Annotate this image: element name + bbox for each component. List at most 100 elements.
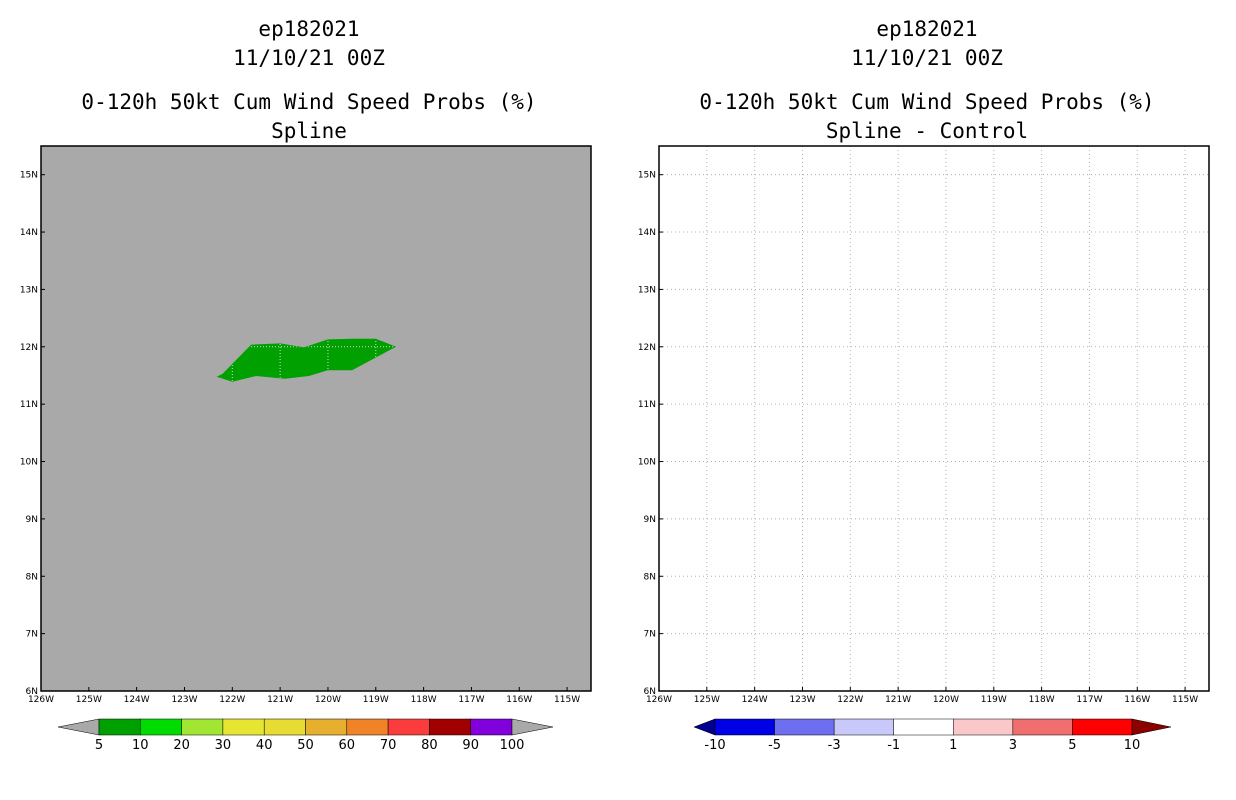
y-tick-label: 9N xyxy=(644,515,656,525)
colorbar-swatch xyxy=(222,718,265,736)
colorbar-swatch xyxy=(346,718,389,736)
colorbar-label: 10 xyxy=(132,738,149,753)
left-title-product: 0-120h 50kt Cum Wind Speed Probs (%) xyxy=(81,90,537,114)
colorbar-label: -5 xyxy=(768,738,781,753)
colorbar-low-arrow xyxy=(57,718,100,736)
prob-region-5-10 xyxy=(216,338,397,382)
colorbar-swatch xyxy=(953,718,1014,736)
colorbar-swatch xyxy=(429,718,471,736)
x-tick-label: 123W xyxy=(171,695,197,705)
colorbar-label: 10 xyxy=(1124,738,1141,753)
x-tick-label: 124W xyxy=(124,695,150,705)
colorbar-label: 50 xyxy=(297,738,314,753)
x-tick-label: 122W xyxy=(219,695,245,705)
y-tick-label: 10N xyxy=(638,458,656,468)
plot-background xyxy=(41,146,591,691)
y-tick-label: 11N xyxy=(638,400,656,410)
right-title-product: 0-120h 50kt Cum Wind Speed Probs (%) xyxy=(699,90,1155,114)
right-title-subtitle: Spline - Control xyxy=(825,119,1029,143)
colorbar-label: 40 xyxy=(256,738,273,753)
colorbar-swatch xyxy=(181,718,224,736)
right-title-date: 11/10/21 00Z xyxy=(851,46,1003,70)
colorbar-label: -10 xyxy=(704,738,725,753)
y-tick-label: 13N xyxy=(20,285,38,295)
colorbar-high-arrow xyxy=(1131,718,1172,736)
y-tick-label: 15N xyxy=(20,171,38,181)
y-tick-label: 14N xyxy=(20,228,38,238)
x-tick-label: 121W xyxy=(267,695,293,705)
right-title-storm: ep182021 xyxy=(876,17,978,41)
x-tick-label: 120W xyxy=(315,695,341,705)
x-tick-label: 121W xyxy=(885,695,911,705)
x-tick-label: 124W xyxy=(742,695,768,705)
x-tick-label: 115W xyxy=(554,695,580,705)
y-tick-label: 8N xyxy=(644,572,656,582)
colorbar-high-arrow xyxy=(511,718,554,736)
x-tick-label: 117W xyxy=(458,695,484,705)
y-tick-label: 14N xyxy=(638,228,656,238)
y-tick-label: 6N xyxy=(26,687,38,697)
left-chart: 126W 125W 124W 123W 122W 121W 120W 119W 118W 117W… xyxy=(20,145,592,753)
colorbar-swatch xyxy=(98,718,141,736)
colorbar-swatch xyxy=(1072,718,1133,736)
colorbar-swatch xyxy=(140,718,182,736)
x-tick-label: 118W xyxy=(411,695,437,705)
colorbar-swatch xyxy=(893,718,954,736)
colorbar-label: 80 xyxy=(421,738,438,753)
colorbar-label: 60 xyxy=(339,738,356,753)
colorbar-swatch xyxy=(470,718,513,736)
y-tick-label: 7N xyxy=(644,630,656,640)
colorbar-label: 5 xyxy=(95,738,103,753)
colorbar-swatch xyxy=(263,718,306,736)
colorbar-swatch xyxy=(774,718,835,736)
colorbar-label: 1 xyxy=(949,738,957,753)
y-tick-label: 6N xyxy=(644,687,656,697)
left-title-storm: ep182021 xyxy=(258,17,360,41)
colorbar-label: 20 xyxy=(173,738,190,753)
plot-frame xyxy=(40,145,592,692)
colorbar-label: 3 xyxy=(1009,738,1017,753)
y-tick-label: 7N xyxy=(26,630,38,640)
plot-background xyxy=(659,146,1209,691)
colorbar-label: -1 xyxy=(887,738,900,753)
colorbar-label: -3 xyxy=(828,738,841,753)
x-tick-label: 125W xyxy=(694,695,720,705)
y-tick-label: 12N xyxy=(638,343,656,353)
right-chart: 126W 125W 124W 123W 122W 121W 120W 119W 118W 117W… xyxy=(638,145,1210,753)
x-tick-label: 116W xyxy=(1124,695,1150,705)
x-tick-label: 115W xyxy=(1172,695,1198,705)
colorbar-label: 90 xyxy=(462,738,479,753)
colorbar-label: 70 xyxy=(380,738,397,753)
colorbar-low-arrow xyxy=(693,718,716,736)
x-tick-label: 118W xyxy=(1029,695,1055,705)
y-tick-label: 11N xyxy=(20,400,38,410)
x-tick-label: 123W xyxy=(789,695,815,705)
x-tick-label: 122W xyxy=(837,695,863,705)
y-tick-label: 15N xyxy=(638,171,656,181)
colorbar-swatch xyxy=(833,718,894,736)
y-tick-label: 8N xyxy=(26,572,38,582)
y-tick-label: 13N xyxy=(638,285,656,295)
left-panel: ep182021 11/10/21 00Z 0-120h 50kt Cum Wi… xyxy=(20,17,592,753)
y-tick-label: 10N xyxy=(20,458,38,468)
colorbar-swatch xyxy=(714,718,775,736)
x-tick-label: 117W xyxy=(1076,695,1102,705)
x-tick-label: 126W xyxy=(28,695,54,705)
right-panel: ep182021 11/10/21 00Z 0-120h 50kt Cum Wi… xyxy=(618,0,1236,800)
left-title-subtitle: Spline xyxy=(271,119,347,143)
x-tick-label: 119W xyxy=(363,695,389,705)
colorbar-label: 30 xyxy=(215,738,232,753)
colorbar-swatch xyxy=(305,718,348,736)
y-tick-label: 9N xyxy=(26,515,38,525)
x-tick-label: 119W xyxy=(981,695,1007,705)
colorbar-swatch xyxy=(387,718,430,736)
plot-frame xyxy=(658,145,1210,692)
x-tick-label: 116W xyxy=(506,695,532,705)
colorbar-label: 5 xyxy=(1068,738,1076,753)
x-tick-label: 120W xyxy=(933,695,959,705)
left-title-date: 11/10/21 00Z xyxy=(233,46,385,70)
x-tick-label: 126W xyxy=(646,695,672,705)
x-tick-label: 125W xyxy=(76,695,102,705)
colorbar-label: 100 xyxy=(500,738,525,753)
y-tick-label: 12N xyxy=(20,343,38,353)
